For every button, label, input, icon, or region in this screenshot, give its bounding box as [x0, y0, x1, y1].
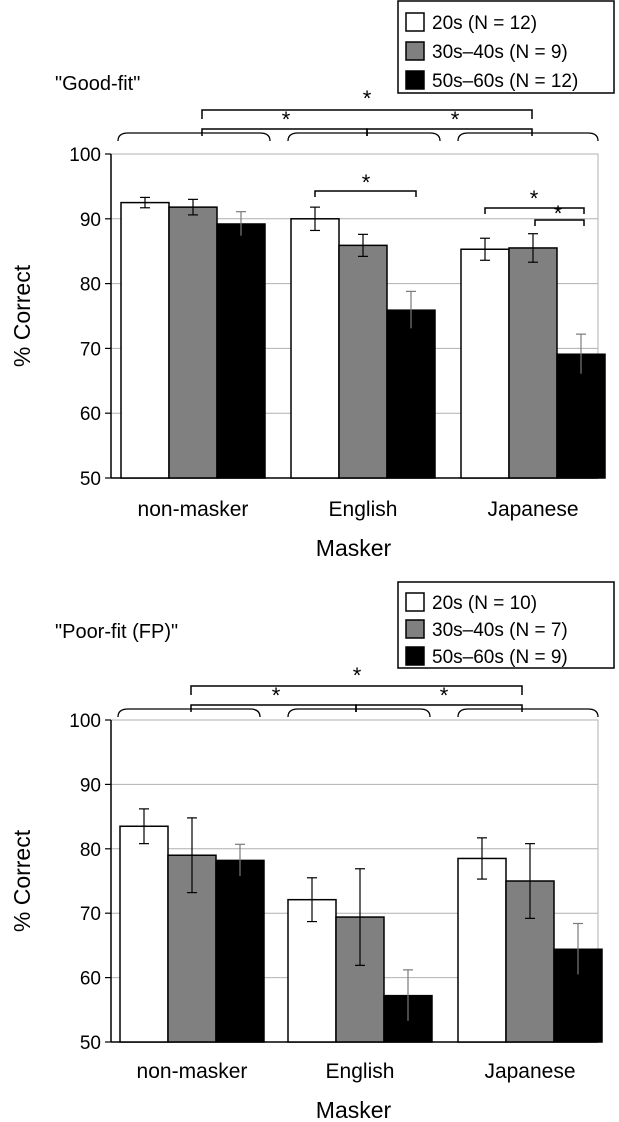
significance-marker: *	[451, 107, 460, 132]
y-tick-label: 50	[80, 469, 101, 490]
x-tick-label: Japanese	[487, 498, 578, 521]
chart-2: "Poor-fit (FP)" 20s (N = 10) 30s–40s (N = …	[9, 581, 615, 1122]
significance-marker: *	[554, 201, 563, 226]
significance-bracket	[314, 190, 417, 197]
bar	[168, 206, 218, 479]
group-bracket	[457, 132, 599, 142]
bar	[215, 859, 265, 1043]
legend-swatch	[405, 619, 425, 639]
chart-1: "Good-fit" 20s (N = 12) 30s–40s (N = 9) 50s…	[9, 0, 615, 561]
bar	[287, 898, 337, 1043]
bar-group-japanese	[457, 837, 603, 1043]
significance-marker: *	[440, 683, 449, 708]
bar	[119, 825, 169, 1043]
bar	[338, 244, 388, 479]
x-axis-label: Masker	[316, 535, 392, 561]
bar	[290, 218, 340, 479]
significance-bracket	[534, 219, 585, 226]
legend: 20s (N = 10) 30s–40s (N = 7) 50s–60s (N = …	[397, 581, 615, 669]
bar	[120, 201, 170, 479]
y-tick-label: 70	[80, 904, 101, 925]
chart-title: "Good-fit"	[55, 73, 140, 95]
legend-entry: 50s–60s (N = 12)	[432, 71, 578, 92]
legend-entry: 20s (N = 10)	[432, 593, 537, 614]
y-tick-label: 60	[80, 404, 101, 425]
bar-group-english	[287, 868, 433, 1043]
bar	[508, 247, 558, 479]
bar-group-japanese	[460, 233, 606, 479]
y-axis-label: % Correct	[9, 829, 35, 932]
y-tick-label: 100	[69, 145, 101, 166]
y-tick-label: 90	[80, 210, 101, 231]
x-tick-label: English	[326, 1060, 395, 1083]
legend-entry: 30s–40s (N = 9)	[432, 42, 568, 63]
x-tick-label: non-masker	[138, 498, 249, 521]
y-tick-label: 50	[80, 1033, 101, 1054]
significance-marker: *	[272, 683, 281, 708]
y-tick-label: 70	[80, 339, 101, 360]
y-axis-label: % Correct	[9, 264, 35, 367]
legend-box	[397, 581, 615, 669]
legend-entry: 20s (N = 12)	[432, 13, 537, 34]
bar	[460, 248, 510, 479]
bar	[216, 223, 266, 479]
group-bracket	[287, 132, 441, 142]
significance-bracket	[366, 128, 533, 136]
significance-bracket	[201, 109, 533, 119]
bar	[457, 857, 507, 1043]
significance-marker: *	[282, 107, 291, 132]
legend-entry: 30s–40s (N = 7)	[432, 620, 568, 641]
significance-marker: *	[362, 170, 371, 195]
chart-title: "Poor-fit (FP)"	[55, 621, 178, 643]
group-bracket	[117, 708, 261, 718]
bar-group-non-masker	[120, 196, 266, 479]
legend-entry: 50s–60s (N = 9)	[432, 647, 568, 668]
y-tick-label: 90	[80, 775, 101, 796]
y-tick-label: 100	[69, 711, 101, 732]
group-bracket	[457, 708, 599, 718]
bar	[386, 309, 436, 479]
legend-swatch	[405, 12, 425, 32]
legend-swatch	[405, 646, 425, 666]
bar-group-english	[290, 206, 436, 479]
x-tick-label: Japanese	[484, 1060, 575, 1083]
y-tick-label: 80	[80, 275, 101, 296]
legend-swatch	[405, 41, 425, 61]
legend-swatch	[405, 592, 425, 612]
y-tick-label: 80	[80, 840, 101, 861]
significance-bracket	[355, 704, 523, 712]
significance-marker: *	[530, 186, 539, 211]
significance-bracket	[484, 207, 585, 214]
legend-swatch	[405, 70, 425, 90]
y-tick-label: 60	[80, 969, 101, 990]
significance-marker: *	[363, 86, 372, 111]
legend-box	[397, 0, 615, 94]
legend: 20s (N = 12) 30s–40s (N = 9) 50s–60s (N = …	[397, 0, 615, 94]
significance-marker: *	[353, 663, 362, 688]
bar-group-non-masker	[119, 808, 265, 1043]
group-bracket	[117, 132, 271, 142]
x-axis-label: Masker	[316, 1097, 392, 1122]
x-tick-label: English	[329, 498, 398, 521]
group-bracket	[287, 708, 431, 718]
significance-bracket	[190, 685, 523, 695]
x-tick-label: non-masker	[137, 1060, 248, 1083]
